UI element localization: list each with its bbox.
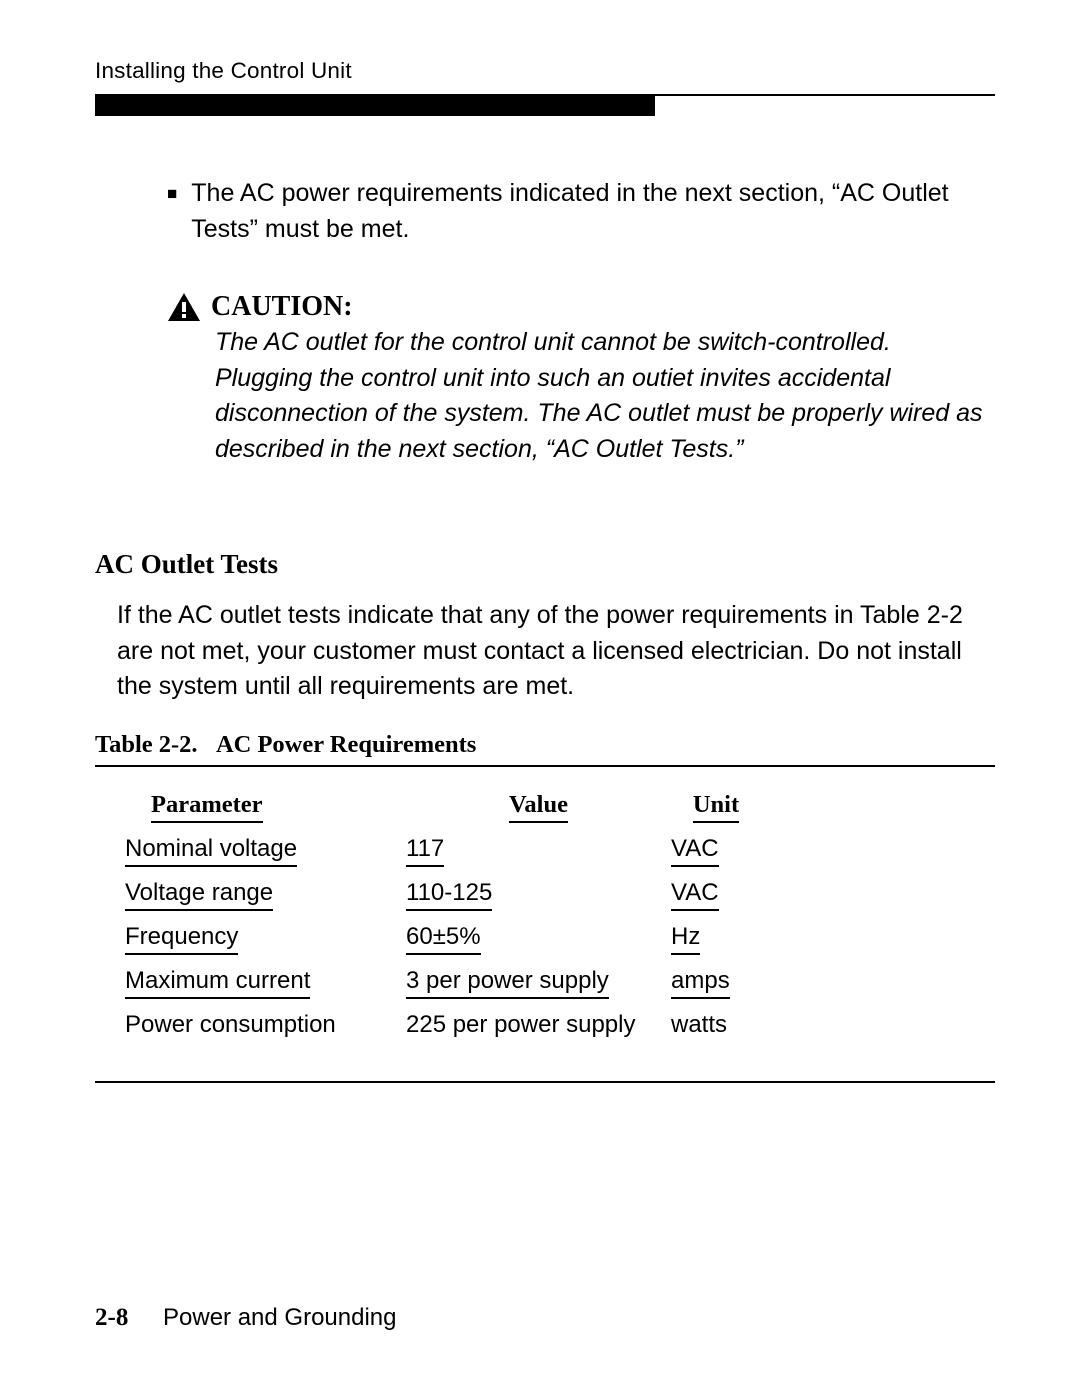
table-cell: Voltage range [125, 873, 406, 917]
table-cell: Nominal voltage [125, 829, 406, 873]
table-cell: 60±5% [406, 917, 671, 961]
table-cell: Maximum current [125, 961, 406, 1005]
page-number: 2-8 [95, 1304, 128, 1331]
power-requirements-table: Parameter Value Unit Nominal voltage 117 V… [125, 785, 761, 1045]
caution-heading: CAUTION: [167, 291, 995, 323]
table-row: Frequency 60±5% Hz [125, 917, 761, 961]
table-bottom-rule [95, 1081, 995, 1083]
table-cell: 117 [406, 829, 671, 873]
col-header-parameter-text: Parameter [151, 791, 263, 823]
table-cell: Power consumption [125, 1005, 406, 1045]
table-cell-text: watts [671, 1011, 727, 1038]
table-cell-text: 60±5% [406, 923, 481, 955]
table-cell: Frequency [125, 917, 406, 961]
table-cell-text: 110-125 [406, 879, 492, 911]
table-body: Nominal voltage 117 VAC Voltage range 110-12… [125, 829, 761, 1045]
title-rule-thin [655, 94, 995, 96]
caution-label: CAUTION: [211, 291, 353, 323]
bullet-marker: ■ [167, 176, 177, 247]
table-cell-text: 117 [406, 835, 444, 867]
table-caption-rule [95, 765, 995, 767]
table-cell: 3 per power supply [406, 961, 671, 1005]
table-cell: Hz [671, 917, 761, 961]
col-header-unit-text: Unit [693, 791, 739, 823]
table-row: Power consumption 225 per power supply wat… [125, 1005, 761, 1045]
table-row: Voltage range 110-125 VAC [125, 873, 761, 917]
title-rule-thick [95, 94, 655, 116]
table-row: Nominal voltage 117 VAC [125, 829, 761, 873]
content: ■ The AC power requirements indicated in… [167, 176, 995, 467]
col-header-parameter: Parameter [125, 785, 406, 829]
table-cell: VAC [671, 829, 761, 873]
title-rule [95, 94, 995, 116]
page: Installing the Control Unit ■ The AC pow… [0, 0, 1080, 1388]
table-cell: 110-125 [406, 873, 671, 917]
table-cell-text: Power consumption [125, 1011, 336, 1038]
caution-body: The AC outlet for the control unit canno… [215, 325, 995, 467]
table-row: Maximum current 3 per power supply amps [125, 961, 761, 1005]
table-caption-label: Table 2-2. [95, 731, 198, 758]
table-cell-text: 3 per power supply [406, 967, 609, 999]
table-cell-text: Frequency [125, 923, 238, 955]
table-cell-text: Nominal voltage [125, 835, 297, 867]
table-cell-text: 225 per power supply [406, 1011, 635, 1038]
running-head: Installing the Control Unit [95, 58, 995, 84]
table-cell-text: Hz [671, 923, 700, 955]
section-paragraph: If the AC outlet tests indicate that any… [117, 598, 995, 705]
col-header-value: Value [406, 785, 671, 829]
page-footer: 2-8 Power and Grounding [95, 1304, 396, 1332]
table-cell: VAC [671, 873, 761, 917]
bullet-text: The AC power requirements indicated in t… [191, 176, 995, 247]
col-header-unit: Unit [671, 785, 761, 829]
warning-triangle-icon [167, 292, 201, 322]
table-cell: amps [671, 961, 761, 1005]
table-cell-text: Voltage range [125, 879, 273, 911]
table-cell: 225 per power supply [406, 1005, 671, 1045]
table-cell-text: VAC [671, 835, 719, 867]
table-cell: watts [671, 1005, 761, 1045]
footer-text: Power and Grounding [163, 1304, 396, 1331]
col-header-value-text: Value [509, 791, 568, 823]
table-header-row: Parameter Value Unit [125, 785, 761, 829]
table-caption-title: AC Power Requirements [216, 731, 476, 758]
table-cell-text: amps [671, 967, 730, 999]
caution-block: CAUTION: The AC outlet for the control u… [167, 291, 995, 467]
section-heading: AC Outlet Tests [95, 549, 995, 580]
table-caption: Table 2-2. AC Power Requirements [95, 731, 995, 759]
table-cell-text: VAC [671, 879, 719, 911]
bullet-item: ■ The AC power requirements indicated in… [167, 176, 995, 247]
table-cell-text: Maximum current [125, 967, 310, 999]
